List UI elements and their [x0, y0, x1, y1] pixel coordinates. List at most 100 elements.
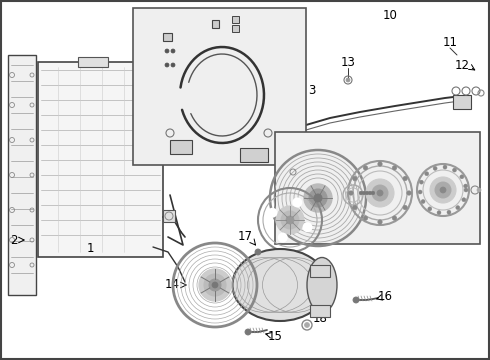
Bar: [240, 148, 268, 162]
Circle shape: [428, 207, 432, 211]
Text: 6: 6: [241, 9, 249, 23]
Circle shape: [392, 166, 397, 170]
Circle shape: [435, 182, 451, 198]
Circle shape: [346, 78, 350, 82]
Circle shape: [371, 191, 375, 195]
Circle shape: [460, 175, 464, 179]
Circle shape: [377, 190, 383, 196]
Circle shape: [456, 206, 460, 210]
Text: 12: 12: [455, 59, 469, 72]
Circle shape: [419, 180, 423, 184]
Circle shape: [302, 222, 313, 232]
Circle shape: [314, 194, 322, 202]
Circle shape: [418, 190, 422, 194]
Text: 14: 14: [165, 279, 179, 292]
Circle shape: [362, 191, 366, 195]
Bar: [163, 85, 175, 97]
Text: 18: 18: [313, 311, 327, 324]
Circle shape: [165, 63, 169, 67]
Text: 8: 8: [141, 45, 148, 59]
Text: 17: 17: [238, 230, 252, 243]
Circle shape: [440, 187, 446, 193]
Text: 6: 6: [141, 59, 149, 72]
Circle shape: [212, 282, 218, 288]
Bar: [163, 140, 175, 152]
Circle shape: [353, 297, 359, 303]
Circle shape: [452, 168, 457, 172]
Circle shape: [353, 205, 357, 210]
Circle shape: [403, 205, 407, 210]
Circle shape: [368, 191, 372, 195]
Bar: [310, 305, 330, 317]
Circle shape: [171, 63, 175, 67]
Text: 11: 11: [442, 36, 458, 49]
Text: 19: 19: [289, 201, 303, 213]
Bar: [453, 95, 471, 109]
Circle shape: [425, 172, 429, 176]
Circle shape: [407, 191, 411, 195]
Bar: [8, 55, 36, 295]
Ellipse shape: [307, 257, 337, 312]
Text: 10: 10: [383, 9, 397, 22]
Text: 5: 5: [251, 57, 259, 69]
Circle shape: [477, 188, 481, 192]
Circle shape: [372, 185, 388, 201]
Circle shape: [304, 323, 310, 328]
Circle shape: [359, 191, 363, 195]
Bar: [78, 57, 108, 67]
Bar: [38, 62, 163, 257]
Circle shape: [255, 249, 261, 255]
Ellipse shape: [232, 249, 327, 321]
Circle shape: [363, 216, 368, 220]
Circle shape: [286, 216, 294, 224]
Bar: [133, 8, 306, 165]
Circle shape: [292, 197, 302, 207]
Text: 1: 1: [86, 242, 94, 255]
Text: 3: 3: [308, 84, 316, 96]
Text: 7: 7: [141, 31, 149, 44]
Circle shape: [462, 198, 466, 202]
Circle shape: [245, 329, 251, 335]
Bar: [163, 33, 172, 41]
Circle shape: [165, 49, 169, 53]
Bar: [232, 16, 239, 23]
Circle shape: [378, 220, 382, 224]
Circle shape: [363, 166, 368, 170]
Circle shape: [366, 179, 394, 207]
Text: 9: 9: [191, 12, 199, 24]
Bar: [232, 25, 239, 32]
Text: 15: 15: [268, 329, 282, 342]
Text: 4: 4: [140, 122, 148, 135]
Circle shape: [421, 199, 425, 203]
Circle shape: [171, 49, 175, 53]
Circle shape: [353, 176, 357, 181]
Circle shape: [304, 184, 332, 212]
Circle shape: [430, 177, 456, 203]
Circle shape: [378, 162, 382, 166]
Circle shape: [433, 166, 437, 170]
Circle shape: [464, 188, 468, 192]
Circle shape: [349, 191, 353, 195]
Circle shape: [278, 233, 288, 243]
Circle shape: [403, 176, 407, 181]
Circle shape: [443, 165, 447, 169]
Text: 16: 16: [377, 289, 392, 302]
Circle shape: [276, 206, 304, 234]
Circle shape: [268, 208, 277, 218]
Circle shape: [309, 189, 327, 207]
Bar: [310, 265, 330, 277]
Bar: [212, 20, 219, 28]
Circle shape: [392, 216, 397, 220]
Bar: [275, 132, 480, 244]
Circle shape: [365, 191, 369, 195]
Circle shape: [199, 269, 231, 301]
Text: 13: 13: [341, 55, 355, 68]
Bar: [170, 140, 192, 154]
Text: 12: 12: [276, 141, 292, 154]
Circle shape: [437, 211, 441, 215]
Circle shape: [447, 210, 451, 214]
Circle shape: [464, 184, 467, 188]
Circle shape: [209, 279, 221, 291]
Circle shape: [281, 211, 299, 229]
Text: 2: 2: [10, 234, 18, 247]
